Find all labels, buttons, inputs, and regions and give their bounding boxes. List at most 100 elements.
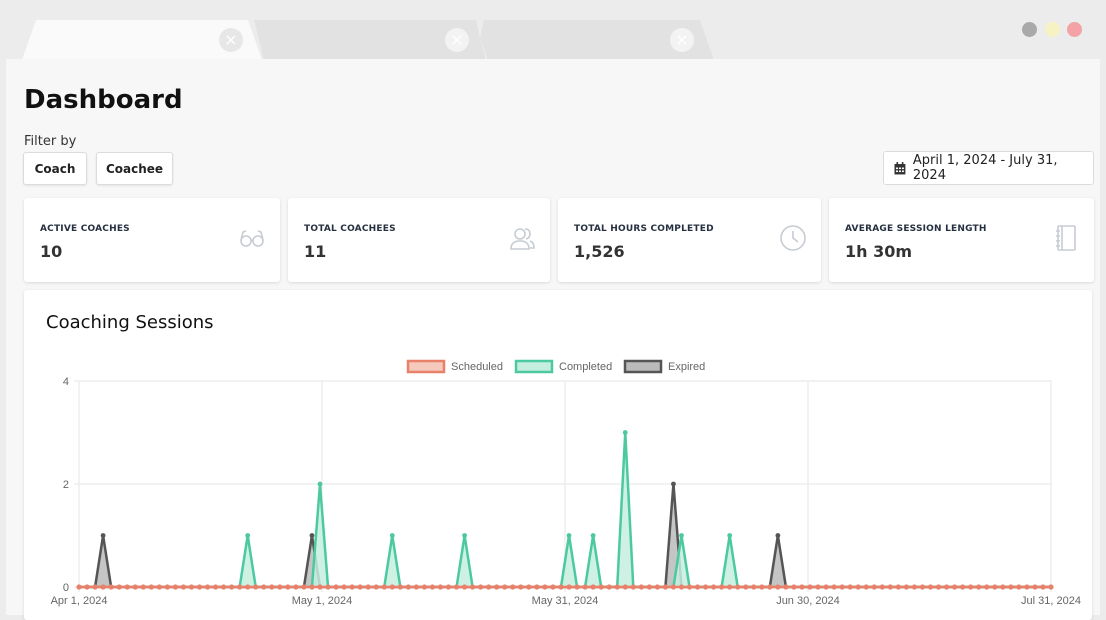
series-point — [325, 584, 331, 590]
series-point — [445, 584, 452, 590]
series-point — [148, 584, 154, 590]
tab-1[interactable]: × — [22, 20, 262, 60]
series-point — [871, 584, 877, 590]
series-point — [1048, 584, 1054, 590]
series-point — [614, 584, 620, 590]
coaching-sessions-chart: Apr 1, 2024 May 1, 2024 May 31, 2024 Jun 30… — [51, 359, 1081, 607]
series-point — [671, 481, 676, 487]
series-point — [261, 584, 267, 590]
series-point — [84, 584, 90, 590]
series-point — [405, 584, 411, 590]
series-point — [558, 584, 564, 590]
series-point — [108, 584, 114, 590]
series-point — [622, 430, 628, 435]
minimize-dot[interactable] — [1022, 22, 1037, 37]
series-point — [992, 584, 998, 590]
chart-title: Coaching Sessions — [46, 312, 214, 333]
legend-label: Scheduled — [451, 361, 503, 373]
series-point — [140, 584, 146, 590]
series-point — [132, 584, 138, 590]
series-point — [180, 584, 187, 590]
series-point — [903, 584, 910, 590]
series-point — [935, 584, 942, 590]
series-point — [389, 533, 395, 538]
series-point — [1032, 584, 1038, 590]
series-point — [245, 533, 251, 538]
series-point — [815, 584, 821, 590]
series-point — [212, 584, 219, 590]
series-point — [510, 584, 516, 590]
series-point — [293, 584, 299, 590]
x-tick-label: May 1, 2024 — [292, 595, 353, 607]
coachee-filter-button[interactable]: Coachee — [96, 152, 173, 185]
series-point — [759, 584, 765, 590]
stat-card-total-coachees: TOTAL COACHEES 11 — [288, 198, 550, 282]
y-tick-label: 0 — [63, 582, 69, 594]
series-point — [799, 584, 805, 590]
x-tick-label: Apr 1, 2024 — [51, 595, 108, 607]
series-point — [389, 584, 395, 590]
series-point — [229, 584, 235, 590]
series-point — [461, 584, 468, 590]
series-point — [116, 584, 122, 590]
series-point — [349, 584, 355, 590]
date-range-picker[interactable]: April 1, 2024 - July 31, 2024 — [883, 151, 1094, 185]
stat-card-active-coaches: ACTIVE COACHES 10 — [24, 198, 280, 282]
series-point — [686, 584, 693, 590]
series-point — [638, 584, 644, 590]
series-point — [879, 584, 885, 590]
series-point — [711, 584, 717, 590]
series-point — [1016, 584, 1022, 590]
filter-label: Filter by — [24, 134, 77, 149]
maximize-dot[interactable] — [1045, 22, 1060, 37]
stat-label: AVERAGE SESSION LENGTH — [845, 224, 987, 234]
close-dot[interactable] — [1067, 22, 1082, 37]
y-tick-label: 4 — [63, 376, 69, 388]
series-point — [775, 584, 781, 590]
series-point — [670, 584, 677, 590]
series-area — [79, 432, 1051, 587]
series-point — [309, 584, 315, 590]
series-point — [927, 584, 934, 590]
x-tick-label: May 31, 2024 — [532, 595, 599, 607]
series-point — [727, 533, 733, 538]
series-point — [470, 584, 476, 590]
series-point — [791, 584, 797, 590]
coach-filter-button[interactable]: Coach — [23, 152, 87, 185]
series-point — [887, 584, 893, 590]
legend-label: Expired — [668, 361, 705, 373]
series-point — [863, 584, 869, 590]
series-point — [285, 584, 291, 590]
close-icon[interactable]: × — [445, 28, 469, 52]
users-icon — [510, 228, 535, 250]
series-point — [1008, 584, 1014, 590]
series-point — [630, 584, 636, 590]
page-content: Dashboard Filter by Coach Coachee April … — [6, 59, 1100, 620]
series-point — [582, 584, 588, 590]
series-point — [333, 584, 339, 590]
tab-2[interactable]: × — [254, 20, 486, 60]
series-point — [196, 584, 203, 590]
date-range-text: April 1, 2024 - July 31, 2024 — [912, 153, 1058, 183]
series-point — [204, 584, 211, 590]
tab-3[interactable]: × — [480, 20, 716, 60]
stat-label: TOTAL HOURS COMPLETED — [574, 224, 714, 234]
series-point — [365, 584, 371, 590]
stat-label: TOTAL COACHEES — [304, 224, 396, 234]
series-point — [421, 584, 428, 590]
series-point — [767, 584, 773, 590]
series-point — [694, 584, 701, 590]
series-point — [309, 533, 315, 538]
close-icon[interactable]: × — [219, 28, 243, 52]
x-tick-label: Jul 31, 2024 — [1021, 595, 1081, 607]
tab-1-shape — [22, 20, 262, 60]
series-point — [847, 584, 853, 590]
series-point — [719, 584, 725, 590]
series-point — [462, 533, 467, 538]
series-point — [598, 584, 604, 590]
close-icon[interactable]: × — [670, 28, 694, 52]
series-point — [1024, 584, 1030, 590]
series-point — [92, 584, 98, 590]
series-point — [357, 584, 363, 590]
series-point — [100, 584, 106, 590]
